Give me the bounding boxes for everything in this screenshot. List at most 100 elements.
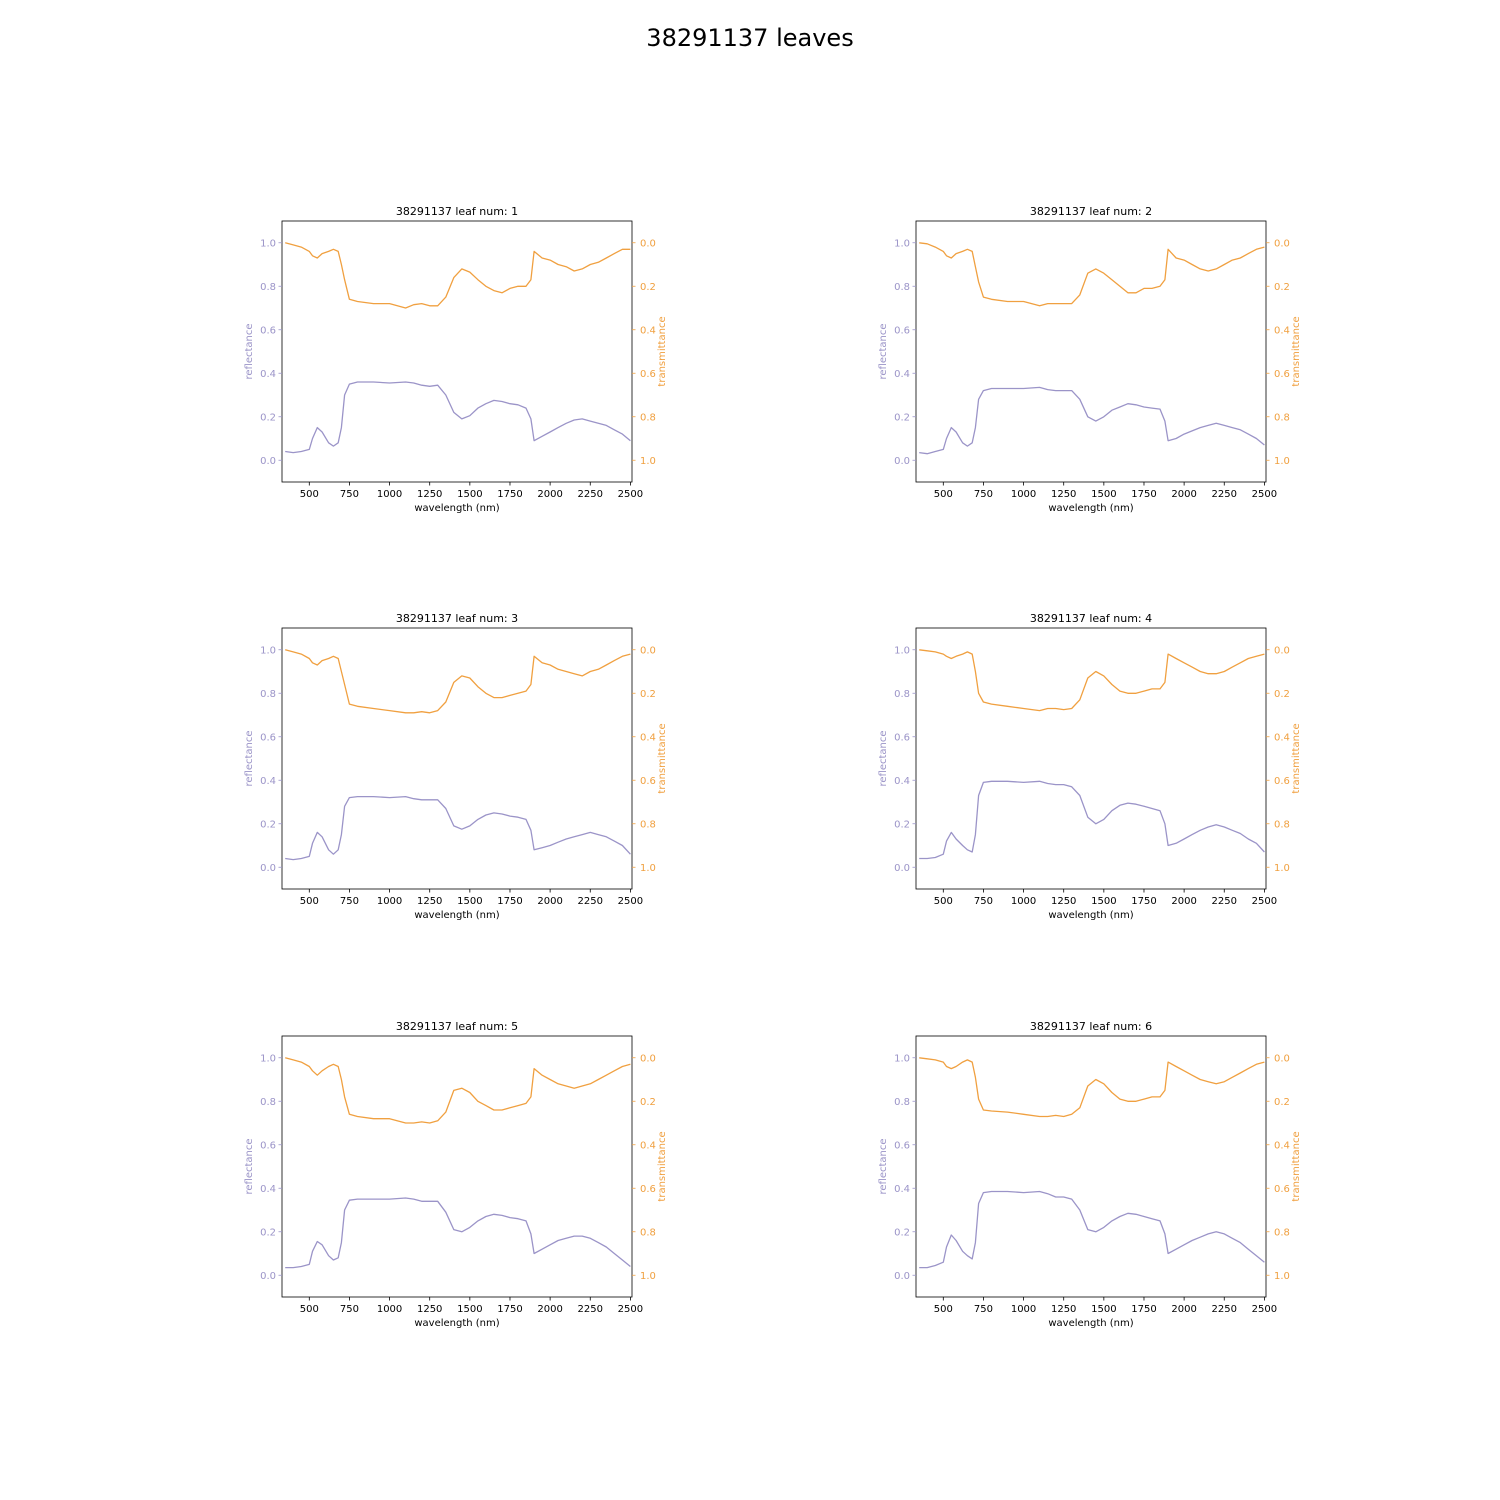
x-tick-label: 500	[300, 489, 319, 500]
x-tick-label: 1500	[1091, 896, 1116, 907]
y-left-tick-label: 0.6	[260, 325, 276, 336]
x-tick-label: 500	[300, 896, 319, 907]
y-left-axis-label: reflectance	[244, 1138, 255, 1194]
subplot-4: 38291137 leaf num: 4 500 750 1000 1250 1500 17…	[878, 612, 1302, 921]
y-left-tick-label: 0.8	[260, 689, 276, 700]
y-left-tick-label: 1.0	[894, 238, 910, 249]
plot-frame	[915, 1035, 1267, 1298]
x-tick-label: 2250	[578, 489, 603, 500]
x-tick-label: 1500	[1091, 489, 1116, 500]
subplot-title: 38291137 leaf num: 1	[396, 205, 518, 218]
x-tick-label: 1000	[1011, 489, 1036, 500]
y-left-tick-label: 0.4	[260, 1184, 276, 1195]
x-tick-label: 2000	[1171, 489, 1196, 500]
y-left-tick-label: 1.0	[260, 645, 276, 656]
y-left-tick-label: 0.2	[260, 412, 276, 423]
subplot-1: 38291137 leaf num: 1 500 750 1000 1250 1500 17…	[244, 205, 668, 514]
transmittance-line	[919, 242, 1265, 307]
x-axis-label: wavelength (nm)	[1048, 910, 1133, 921]
y-right-tick-label: 0.4	[640, 732, 656, 743]
plot-frame	[915, 220, 1267, 483]
y-left-tick-label: 1.0	[894, 1053, 910, 1064]
x-tick-label: 750	[974, 896, 993, 907]
y-right-tick-label: 0.2	[640, 689, 656, 700]
subplot-2: 38291137 leaf num: 2 500 750 1000 1250 1500 17…	[878, 205, 1302, 514]
y-left-tick-label: 0.0	[260, 456, 276, 467]
x-tick-label: 1750	[497, 489, 522, 500]
x-axis-label: wavelength (nm)	[1048, 503, 1133, 514]
x-tick-label: 750	[340, 896, 359, 907]
x-tick-label: 750	[974, 1304, 993, 1315]
reflectance-line	[919, 1190, 1265, 1269]
reflectance-line	[285, 381, 631, 454]
y-left-tick-label: 0.0	[894, 863, 910, 874]
x-tick-label: 1500	[1091, 1304, 1116, 1315]
y-right-tick-label: 0.0	[1274, 238, 1290, 249]
y-left-tick-label: 1.0	[894, 645, 910, 656]
x-tick-label: 1000	[377, 896, 402, 907]
y-right-axis-label: transmittance	[1291, 1131, 1302, 1201]
transmittance-line	[919, 649, 1265, 712]
y-right-tick-label: 0.2	[1274, 1097, 1290, 1108]
x-tick-label: 1000	[1011, 1304, 1036, 1315]
y-left-axis-label: reflectance	[878, 1138, 889, 1194]
y-left-tick-label: 0.4	[894, 369, 910, 380]
y-right-tick-label: 0.8	[640, 819, 656, 830]
y-left-tick-label: 0.2	[260, 819, 276, 830]
subplot-3: 38291137 leaf num: 3 500 750 1000 1250 1500 17…	[244, 612, 668, 921]
y-right-tick-label: 0.6	[1274, 776, 1290, 787]
plot-frame	[915, 627, 1267, 890]
y-left-tick-label: 0.2	[894, 1227, 910, 1238]
x-tick-label: 500	[934, 489, 953, 500]
x-tick-label: 2500	[1252, 896, 1277, 907]
x-tick-label: 2250	[578, 896, 603, 907]
x-tick-label: 1750	[1131, 1304, 1156, 1315]
transmittance-line	[285, 242, 631, 309]
subplot-title: 38291137 leaf num: 5	[396, 1020, 518, 1033]
y-left-tick-label: 0.2	[260, 1227, 276, 1238]
y-right-tick-label: 0.2	[1274, 282, 1290, 293]
transmittance-line	[285, 1057, 631, 1124]
y-left-axis-label: reflectance	[244, 730, 255, 786]
y-left-tick-label: 0.6	[260, 1140, 276, 1151]
y-left-tick-label: 0.0	[260, 863, 276, 874]
y-left-tick-label: 0.6	[894, 325, 910, 336]
transmittance-line	[285, 649, 631, 714]
x-tick-label: 500	[934, 1304, 953, 1315]
y-left-tick-label: 0.8	[260, 1097, 276, 1108]
y-right-tick-label: 0.8	[1274, 412, 1290, 423]
y-right-tick-label: 1.0	[640, 863, 656, 874]
y-left-tick-label: 1.0	[260, 238, 276, 249]
x-tick-label: 2500	[618, 896, 643, 907]
subplot-title: 38291137 leaf num: 3	[396, 612, 518, 625]
y-right-tick-label: 1.0	[1274, 456, 1290, 467]
y-right-tick-label: 0.6	[640, 369, 656, 380]
x-tick-label: 500	[934, 896, 953, 907]
y-left-tick-label: 0.6	[894, 1140, 910, 1151]
x-tick-label: 1000	[1011, 896, 1036, 907]
y-right-tick-label: 0.4	[1274, 1140, 1290, 1151]
subplot-6: 38291137 leaf num: 6 500 750 1000 1250 1500 17…	[878, 1020, 1302, 1329]
y-left-tick-label: 0.8	[894, 689, 910, 700]
x-tick-label: 750	[974, 489, 993, 500]
x-axis-label: wavelength (nm)	[1048, 1318, 1133, 1329]
y-right-tick-label: 0.2	[1274, 689, 1290, 700]
y-left-tick-label: 0.4	[894, 776, 910, 787]
y-right-tick-label: 0.4	[640, 1140, 656, 1151]
y-left-tick-label: 1.0	[260, 1053, 276, 1064]
y-right-axis-label: transmittance	[1291, 316, 1302, 386]
y-right-tick-label: 0.4	[1274, 732, 1290, 743]
x-axis-label: wavelength (nm)	[414, 910, 499, 921]
y-right-axis-label: transmittance	[657, 1131, 668, 1201]
x-tick-label: 2000	[1171, 896, 1196, 907]
x-tick-label: 2500	[1252, 489, 1277, 500]
y-right-tick-label: 0.0	[1274, 1053, 1290, 1064]
y-right-tick-label: 0.2	[640, 1097, 656, 1108]
y-right-tick-label: 0.4	[1274, 325, 1290, 336]
y-right-tick-label: 0.0	[640, 1053, 656, 1064]
y-right-tick-label: 0.0	[640, 238, 656, 249]
plot-frame	[281, 627, 633, 890]
y-left-tick-label: 0.4	[260, 776, 276, 787]
y-right-tick-label: 1.0	[640, 1271, 656, 1282]
